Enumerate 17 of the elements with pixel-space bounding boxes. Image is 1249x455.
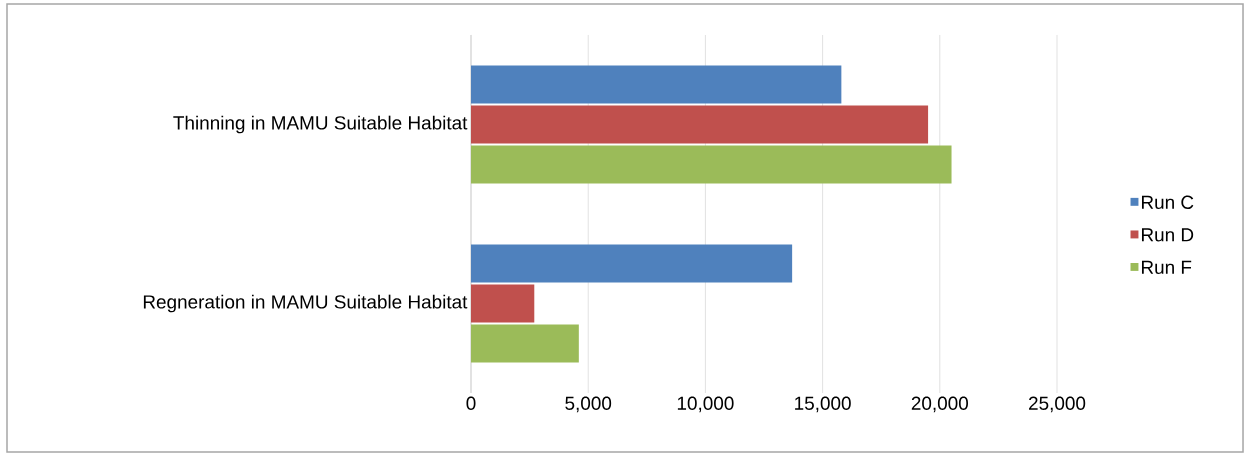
legend-label: Run F: [1141, 260, 1192, 275]
x-tick-label: 15,000: [795, 396, 851, 413]
y-tick-label: Regneration in MAMU Suitable Habitat: [143, 294, 468, 313]
x-tick-label: 10,000: [677, 396, 734, 413]
legend-label: Run D: [1141, 228, 1194, 242]
bar: [471, 105, 929, 144]
bar: [471, 145, 952, 184]
x-tick-label: 20,000: [911, 396, 968, 413]
bar: [471, 65, 842, 104]
x-tick-label: 5,000: [565, 396, 612, 413]
y-tick-label: Thinning in MAMU Suitable Habitat: [173, 115, 468, 134]
x-tick-label: 25,000: [1029, 396, 1086, 413]
bar: [471, 324, 579, 363]
x-tick-label: 0: [466, 396, 476, 410]
legend-label: Run C: [1141, 195, 1194, 210]
bar: [471, 284, 535, 323]
bar: [471, 244, 793, 283]
